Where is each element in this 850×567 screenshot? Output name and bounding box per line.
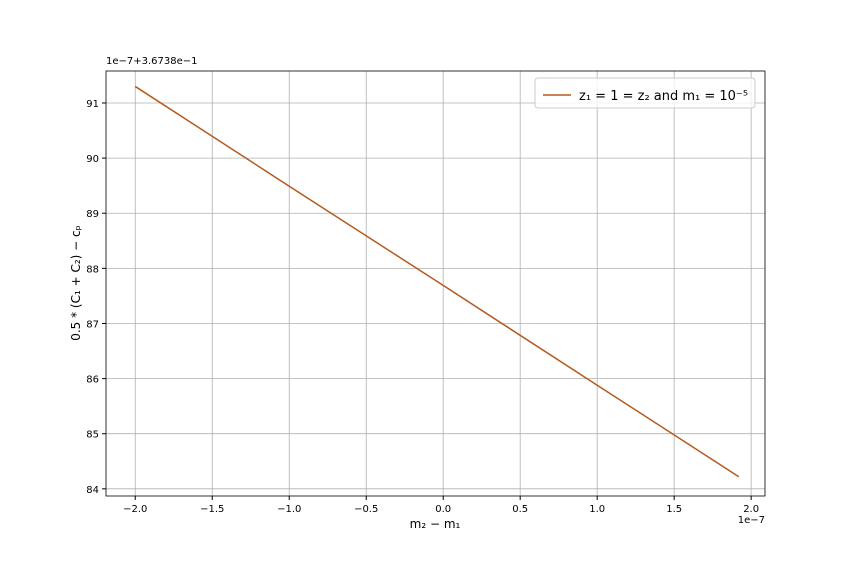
plot-frame bbox=[105, 70, 766, 497]
x-axis-label: m₂ − m₁ bbox=[410, 517, 461, 531]
x-offset: 1e−7 bbox=[738, 515, 765, 526]
x-tick-label: 1.0 bbox=[589, 504, 605, 515]
x-tick-label: −2.0 bbox=[123, 504, 147, 515]
y-offset: 1e−7+3.6738e−1 bbox=[106, 56, 198, 67]
x-tick-label: 2.0 bbox=[743, 504, 759, 515]
x-tick-label: −0.5 bbox=[354, 504, 378, 515]
y-tick-label: 89 bbox=[86, 209, 99, 220]
legend-label: z₁ = 1 = z₂ and m₁ = 10⁻⁵ bbox=[579, 89, 748, 104]
y-tick-label: 90 bbox=[86, 154, 99, 165]
y-tick-label: 85 bbox=[86, 430, 99, 441]
y-axis-label: 0.5 * (C₁ + C₂) − cₚ bbox=[69, 225, 83, 341]
x-tick-label: 1.5 bbox=[666, 504, 682, 515]
y-tick-label: 87 bbox=[86, 319, 99, 330]
line bbox=[134, 85, 740, 478]
y-tick-label: 91 bbox=[86, 99, 99, 110]
x-tick-label: 0.0 bbox=[435, 504, 451, 515]
y-tick-label: 88 bbox=[86, 264, 99, 275]
legend-box bbox=[534, 77, 756, 109]
x-tick-label: −1.0 bbox=[277, 504, 301, 515]
y-tick-label: 86 bbox=[86, 375, 99, 386]
x-tick-label: −1.5 bbox=[200, 504, 224, 515]
x-tick-label: 0.5 bbox=[512, 504, 528, 515]
y-tick-label: 84 bbox=[86, 485, 99, 496]
